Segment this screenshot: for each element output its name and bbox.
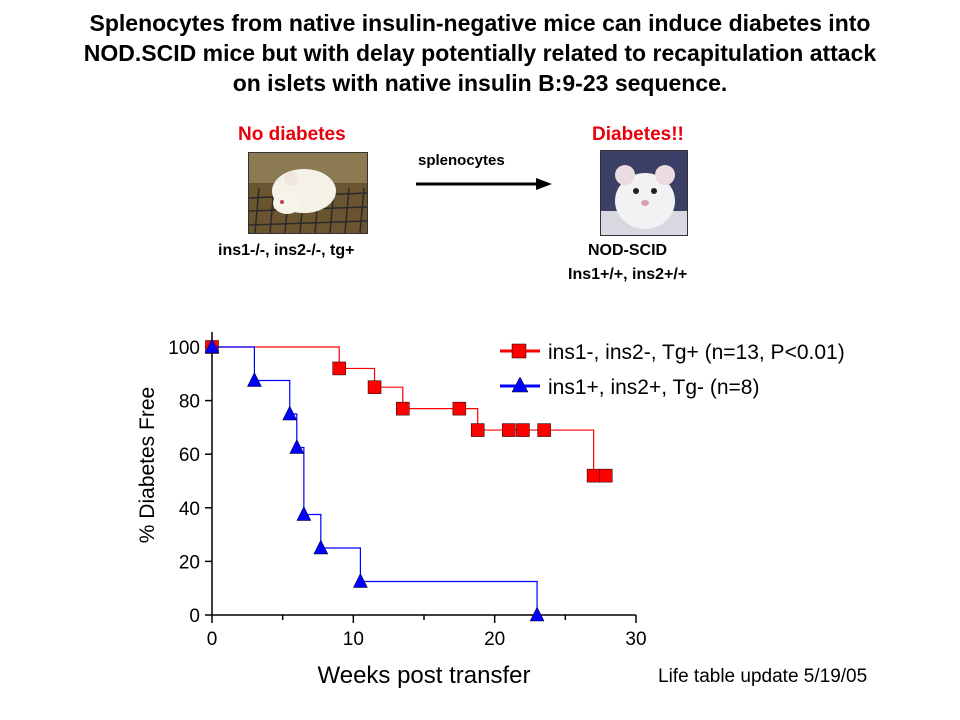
title-line-3: on islets with native insulin B:9-23 seq… <box>232 70 728 96</box>
x-tick-label: 0 <box>207 629 218 650</box>
donor-mouse-image <box>249 153 367 233</box>
chart-series <box>204 338 613 622</box>
data-point-triangle <box>296 505 312 521</box>
data-point-triangle <box>289 438 305 454</box>
slide-title: Splenocytes from native insulin-negative… <box>0 8 960 98</box>
legend-marker-square <box>511 343 527 359</box>
chart-axes: 0 20 40 60 80 100 0 10 20 30 <box>168 332 647 650</box>
data-point-square <box>470 423 485 437</box>
legend-label: ins1+, ins2+, Tg- (n=8) <box>548 376 759 399</box>
legend-label: ins1-, ins2-, Tg+ (n=13, P<0.01) <box>548 341 845 364</box>
data-point-square <box>396 401 410 416</box>
data-point-square <box>332 361 346 376</box>
title-line-2: NOD.SCID mice but with delay potentially… <box>83 40 877 66</box>
title-line-1: Splenocytes from native insulin-negative… <box>89 10 871 36</box>
arrow-label: splenocytes <box>418 152 505 169</box>
data-point-square <box>502 423 516 437</box>
chart-legend: ins1-, ins2-, Tg+ (n=13, P<0.01) ins1+, i… <box>500 341 845 399</box>
series-line <box>212 346 538 615</box>
x-tick-label: 20 <box>484 629 505 650</box>
donor-mouse-photo <box>248 152 368 234</box>
footnote: Life table update 5/19/05 <box>658 666 868 687</box>
diabetes-label: Diabetes!! <box>592 124 684 145</box>
y-tick-label: 80 <box>179 392 200 413</box>
y-tick-label: 100 <box>168 338 200 359</box>
data-point-square <box>586 468 601 483</box>
data-point-square <box>598 468 613 483</box>
data-point-square <box>537 423 551 437</box>
data-point-triangle <box>282 405 298 421</box>
data-point-triangle <box>246 371 262 387</box>
y-tick-label: 20 <box>179 552 200 573</box>
transfer-arrow-icon <box>416 178 552 190</box>
x-tick-label: 10 <box>343 629 364 650</box>
y-tick-label: 0 <box>189 606 200 627</box>
legend-marker-triangle <box>511 376 529 393</box>
series-line <box>212 346 608 477</box>
no-diabetes-label: No diabetes <box>238 124 346 145</box>
recipient-mouse-photo <box>600 150 688 236</box>
data-point-triangle <box>204 338 220 354</box>
recipient-genotype: Ins1+/+, ins2+/+ <box>568 266 688 283</box>
data-point-triangle <box>352 572 368 588</box>
data-point-triangle <box>529 606 545 622</box>
data-point-square <box>516 423 530 437</box>
data-point-square <box>367 380 382 394</box>
y-tick-label: 40 <box>179 499 200 520</box>
y-tick-label: 60 <box>179 445 200 466</box>
recipient-mouse-image <box>601 151 687 235</box>
data-point-triangle <box>313 539 329 555</box>
x-axis-label: Weeks post transfer <box>318 662 531 689</box>
data-point-square <box>452 401 467 416</box>
recipient-strain: NOD-SCID <box>588 242 668 259</box>
donor-genotype: ins1-/-, ins2-/-, tg+ <box>218 242 355 259</box>
y-axis-label: % Diabetes Free <box>136 387 159 543</box>
x-tick-label: 30 <box>625 629 646 650</box>
